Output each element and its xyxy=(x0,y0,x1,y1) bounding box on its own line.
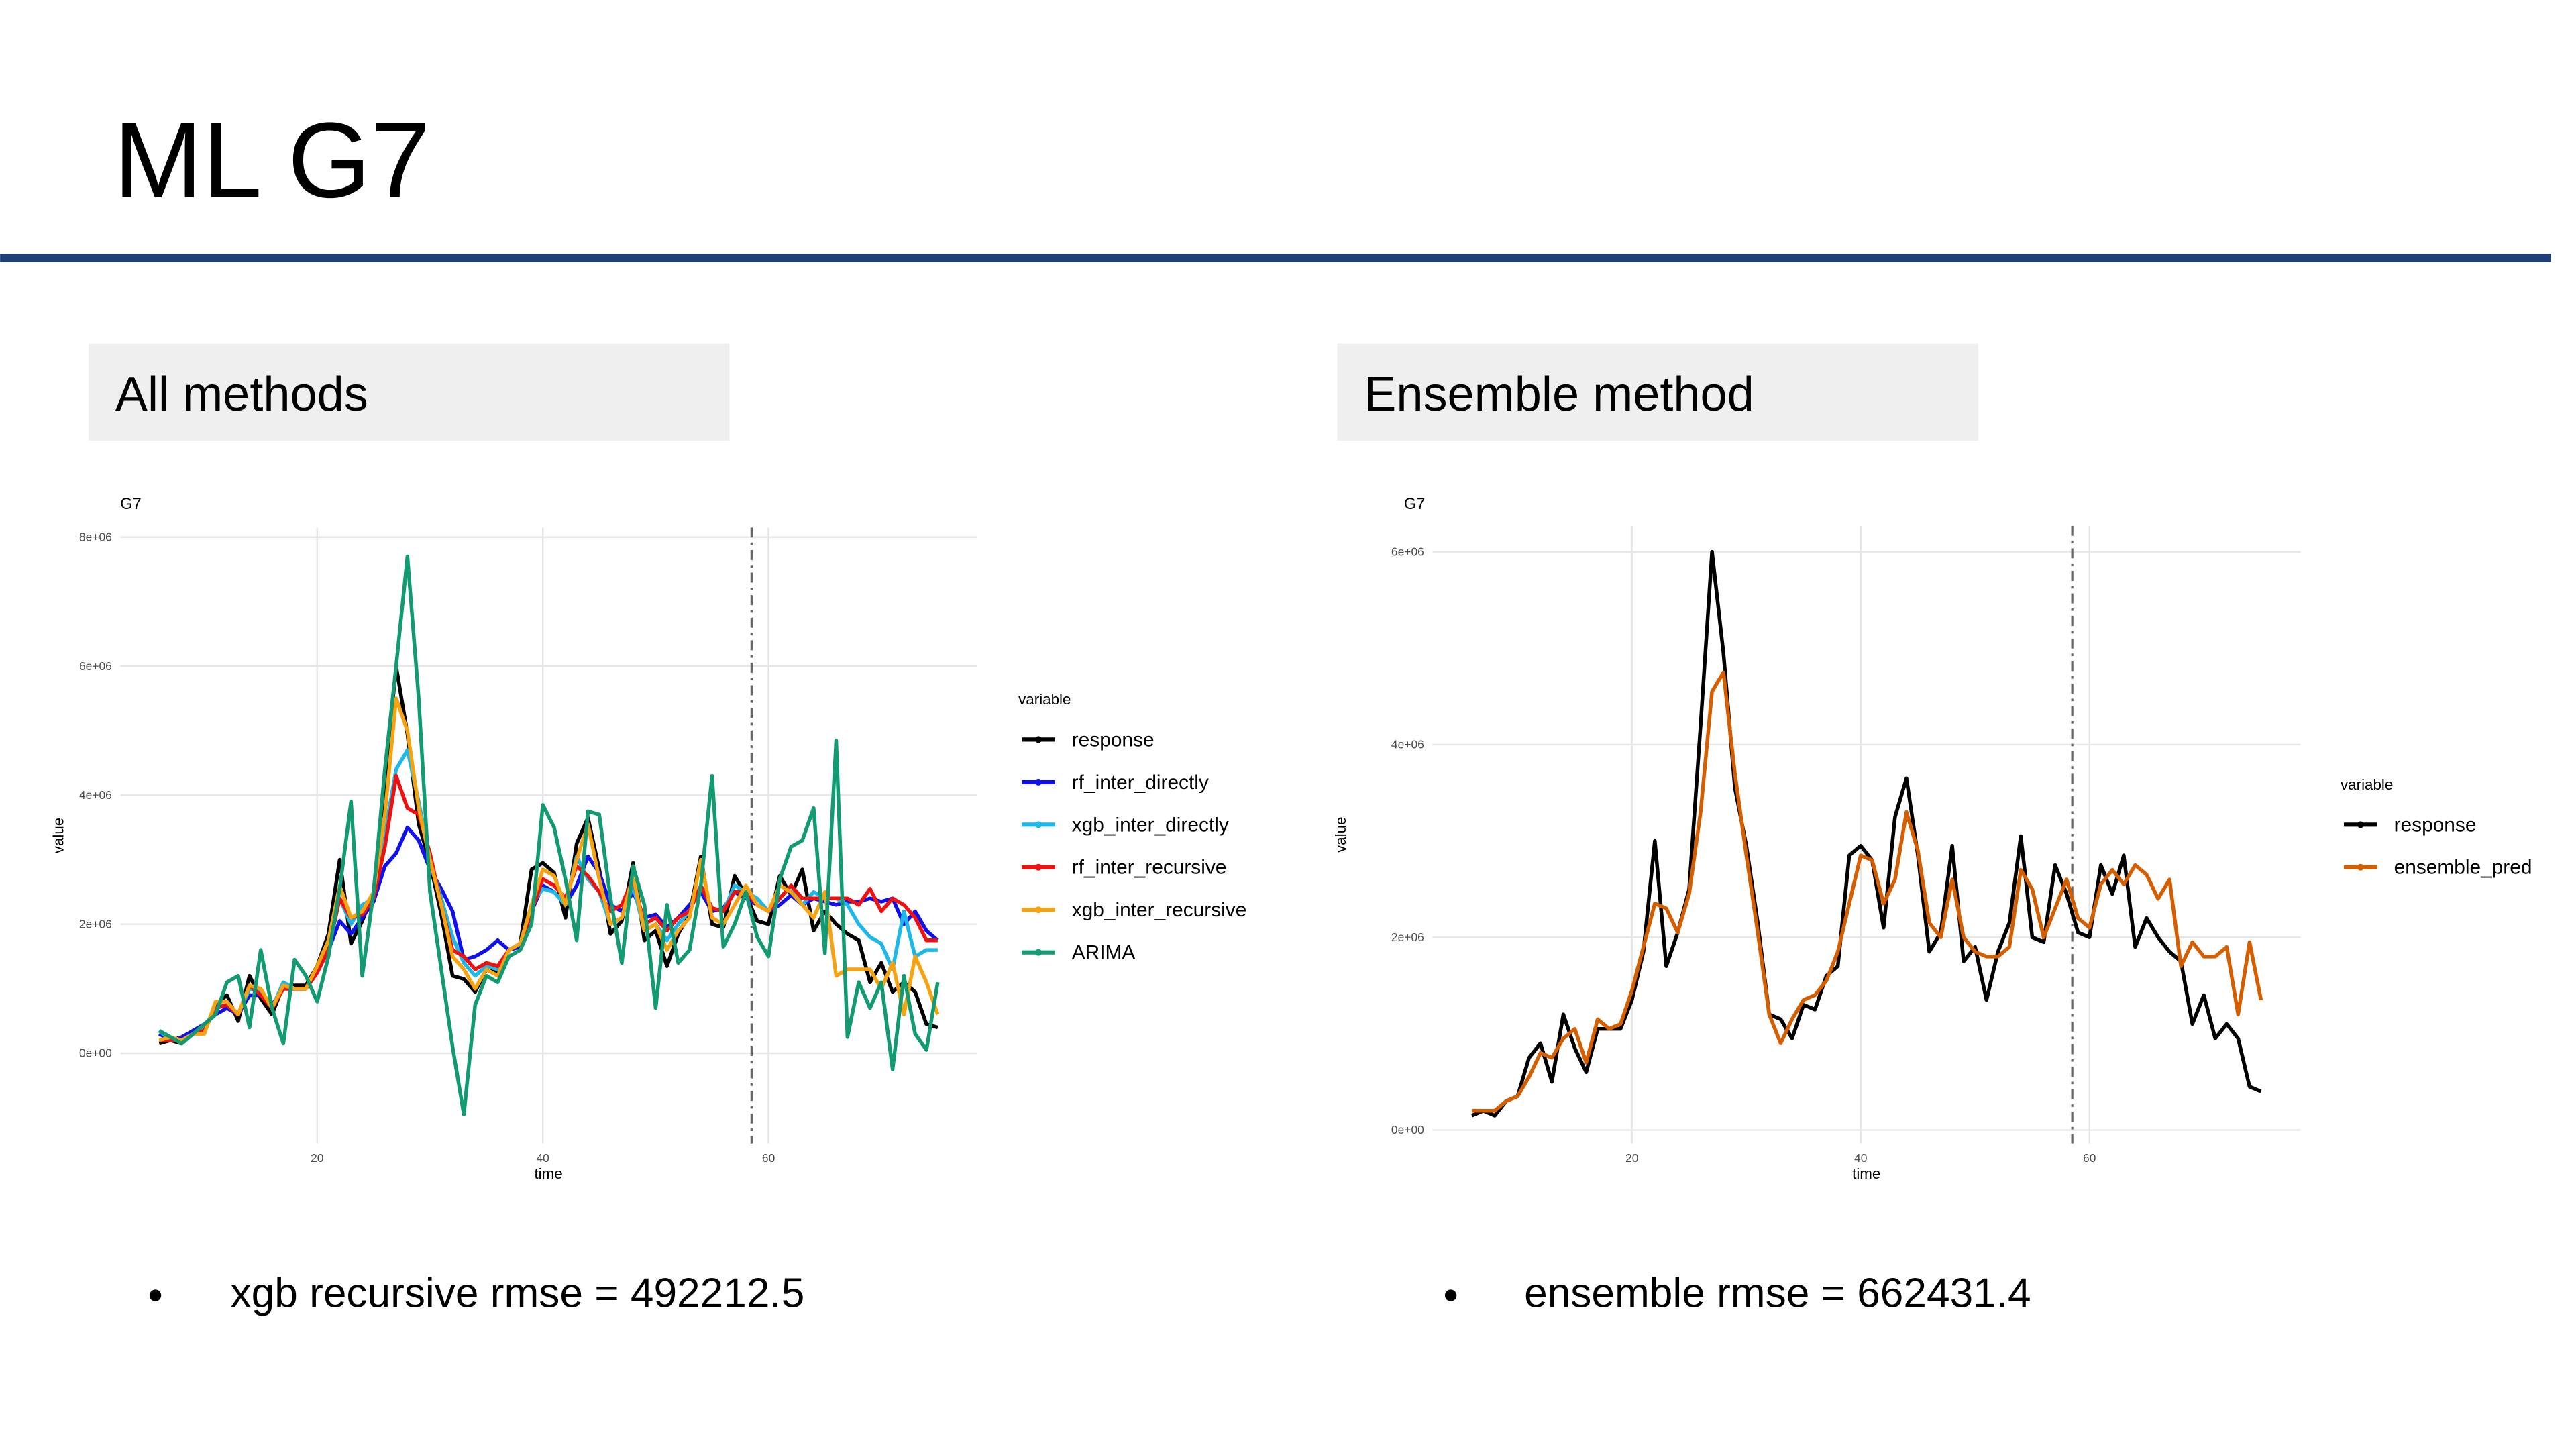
x-tick-label: 60 xyxy=(2083,1151,2096,1165)
series-line xyxy=(158,554,940,1117)
bullet-text: xgb recursive rmse = 492212.5 xyxy=(231,1270,805,1316)
panel-heading: All methods xyxy=(115,368,368,421)
legend-label: xgb_inter_directly xyxy=(1072,814,1229,836)
x-axis-label: time xyxy=(1852,1165,1880,1182)
x-tick-label: 20 xyxy=(311,1151,323,1165)
y-tick-label: 0e+00 xyxy=(79,1046,112,1060)
y-axis-label: value xyxy=(1332,816,1349,853)
legend-key-dot xyxy=(1034,906,1042,914)
legend-key-dot xyxy=(1034,821,1042,828)
y-tick-label: 6e+06 xyxy=(79,659,112,673)
chart-title: G7 xyxy=(120,496,142,513)
legend-key-dot xyxy=(1034,778,1042,786)
x-tick-label: 40 xyxy=(1854,1151,1867,1165)
legend-label: rf_inter_recursive xyxy=(1072,857,1227,879)
slide-title: ML G7 xyxy=(113,101,430,220)
heading-box xyxy=(1337,343,1978,441)
series-line xyxy=(1472,670,2263,1113)
x-tick-label: 20 xyxy=(1625,1151,1638,1165)
y-tick-label: 4e+06 xyxy=(79,788,112,802)
panel-heading: Ensemble method xyxy=(1364,368,1754,421)
y-tick-label: 2e+06 xyxy=(79,917,112,930)
legend-label: ensemble_pred xyxy=(2394,857,2532,879)
x-tick-label: 60 xyxy=(762,1151,775,1165)
y-tick-label: 2e+06 xyxy=(1391,930,1424,944)
series-line xyxy=(158,696,940,1042)
x-axis-label: time xyxy=(534,1165,562,1182)
y-tick-label: 8e+06 xyxy=(79,531,112,544)
y-tick-label: 4e+06 xyxy=(1391,738,1424,751)
legend-key-dot xyxy=(1034,736,1042,743)
y-tick-label: 6e+06 xyxy=(1391,545,1424,558)
chart-title: G7 xyxy=(1404,496,1426,513)
series-line xyxy=(158,664,938,1046)
series-line xyxy=(1471,549,2262,1118)
bullet-text: ensemble rmse = 662431.4 xyxy=(1524,1270,2031,1316)
legend-label: rf_inter_directly xyxy=(1072,771,1209,794)
legend-key-dot xyxy=(2357,863,2364,871)
title-rule xyxy=(0,254,2551,262)
legend-title: variable xyxy=(1018,691,1071,708)
legend-label: ARIMA xyxy=(1072,942,1136,964)
heading-box xyxy=(89,343,730,441)
bullet-dot xyxy=(1444,1289,1457,1301)
legend-label: xgb_inter_recursive xyxy=(1072,899,1247,921)
y-axis-label: value xyxy=(50,818,67,854)
legend-key-dot xyxy=(1034,949,1042,956)
legend-key-dot xyxy=(2357,821,2364,828)
legend-key-dot xyxy=(1034,863,1042,871)
legend-label: response xyxy=(2394,814,2477,836)
y-tick-label: 0e+00 xyxy=(1391,1123,1424,1136)
bullet-dot xyxy=(149,1289,162,1301)
x-tick-label: 40 xyxy=(537,1151,549,1165)
legend-label: response xyxy=(1072,729,1155,751)
legend-title: variable xyxy=(2341,776,2393,793)
